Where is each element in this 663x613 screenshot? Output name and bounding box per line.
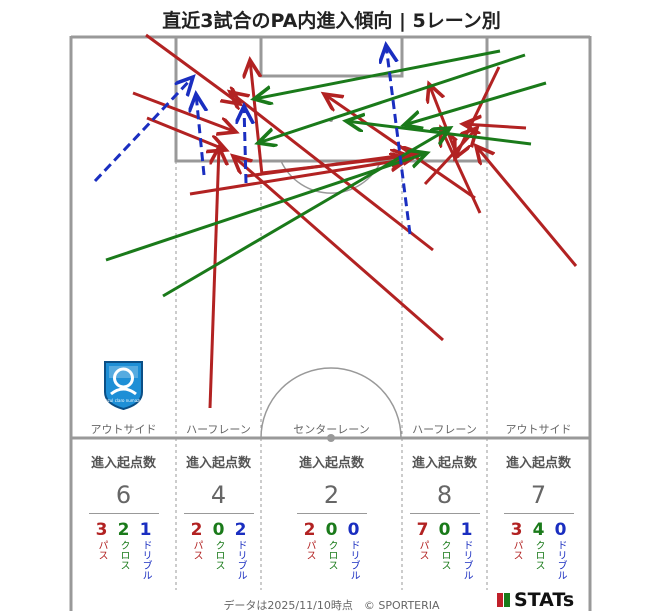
svg-text:azul claro numazu: azul claro numazu (105, 398, 142, 403)
brand-mark-icon (497, 593, 503, 607)
stats-header: 進入起点数 (505, 456, 571, 471)
pass-arrow (208, 147, 219, 409)
lane-stats-outside-left: 進入起点数 6 3 パス 2 クロス 1 ドリブル (71, 452, 176, 580)
brand-name: STATs (514, 589, 575, 611)
breakdown: 2 パス 0 クロス 0 ドリブル (261, 520, 402, 580)
pass-arrow (230, 92, 434, 252)
divider (503, 513, 574, 514)
breakdown: 3 パス 2 クロス 1 ドリブル (71, 520, 176, 580)
pass-arrow (463, 124, 527, 128)
cross-arrow (254, 49, 501, 99)
data-credit: データは2025/11/10時点 © SPORTERIA (223, 599, 440, 612)
stats-header: 進入起点数 (411, 456, 477, 471)
cross-count: 0 (438, 520, 451, 540)
stats-header: 進入起点数 (90, 456, 156, 471)
lane-stats-center: 進入起点数 2 2 パス 0 クロス 0 ドリブル (261, 452, 402, 580)
brand-logo: STATs (497, 589, 574, 611)
dribble-arrows (93, 45, 412, 235)
cross-arrow (258, 53, 526, 143)
pass-count: 3 (95, 520, 108, 540)
lane-stats-halfspace-right: 進入起点数 8 7 パス 0 クロス 1 ドリブル (402, 452, 487, 580)
pass-label: パス (511, 540, 522, 560)
dribble-count: 1 (460, 520, 473, 540)
dribble-label: ドリブル (140, 540, 151, 580)
dribble-label: ドリブル (461, 540, 472, 580)
pass-arrow (441, 128, 482, 214)
dribble-label: ドリブル (555, 540, 566, 580)
cross-label: クロス (326, 540, 337, 570)
cross-arrows (105, 49, 547, 298)
pass-arrow (145, 33, 240, 104)
pass-arrow (246, 153, 420, 178)
dribble-count: 1 (139, 520, 152, 540)
cross-label: クロス (439, 540, 450, 570)
cross-arrow (346, 121, 532, 146)
cross-label: クロス (118, 540, 129, 570)
pass-label: パス (417, 540, 428, 560)
cross-arrow (404, 81, 547, 125)
lane-stats-halfspace-left: 進入起点数 4 2 パス 0 クロス 2 ドリブル (176, 452, 261, 580)
pass-arrow (476, 146, 578, 267)
pass-count: 2 (303, 520, 316, 540)
dribble-count: 0 (554, 520, 567, 540)
entry-total: 4 (210, 481, 227, 509)
breakdown: 3 パス 4 クロス 0 ドリブル (487, 520, 590, 580)
pass-arrows (132, 33, 578, 409)
divider (88, 513, 159, 514)
cross-count: 0 (325, 520, 338, 540)
dribble-arrow (386, 45, 412, 235)
dribble-label: ドリブル (235, 540, 246, 580)
pass-label: パス (304, 540, 315, 560)
divider (183, 513, 254, 514)
divider (296, 513, 367, 514)
dribble-count: 0 (347, 520, 360, 540)
cross-count: 0 (212, 520, 225, 540)
dribble-label: ドリブル (348, 540, 359, 580)
dribble-count: 2 (234, 520, 247, 540)
lane-name-outside-left: アウトサイド (90, 423, 157, 436)
dribble-arrow (196, 94, 204, 176)
entry-total: 7 (530, 481, 547, 509)
pass-label: パス (191, 540, 202, 560)
stats-header: 進入起点数 (298, 456, 364, 471)
cross-arrow (162, 128, 450, 298)
stats-header: 進入起点数 (185, 456, 251, 471)
divider (409, 513, 480, 514)
pass-arrow (132, 91, 236, 132)
pass-arrow (429, 84, 460, 159)
pass-arrow (189, 159, 408, 196)
dribble-arrow (244, 106, 246, 184)
cross-arrow (105, 153, 427, 262)
lane-name-center: センターレーン (293, 423, 370, 436)
lane-dividers (175, 161, 488, 590)
pass-count: 7 (416, 520, 429, 540)
pass-arrow (250, 60, 264, 176)
lane-stats-outside-right: 進入起点数 7 3 パス 4 クロス 0 ドリブル (487, 452, 590, 580)
lane-name-halfspace-left: ハーフレーン (186, 423, 251, 436)
entry-total: 6 (115, 481, 132, 509)
entry-total: 2 (323, 481, 340, 509)
cross-count: 4 (532, 520, 545, 540)
pass-count: 3 (510, 520, 523, 540)
cross-label: クロス (213, 540, 224, 570)
pass-label: パス (96, 540, 107, 560)
page-title: 直近3試合のPA内進入傾向 | 5レーン別 (162, 10, 501, 32)
pass-arrow (233, 156, 444, 342)
cross-label: クロス (533, 540, 544, 570)
pass-count: 2 (190, 520, 203, 540)
cross-count: 2 (117, 520, 130, 540)
breakdown: 7 パス 0 クロス 1 ドリブル (402, 520, 487, 580)
brand-mark-icon (504, 593, 510, 607)
entry-total: 8 (436, 481, 453, 509)
dribble-arrow (93, 77, 193, 183)
center-spot (327, 434, 335, 442)
breakdown: 2 パス 0 クロス 2 ドリブル (176, 520, 261, 580)
lane-name-halfspace-right: ハーフレーン (412, 423, 477, 436)
lane-name-outside-right: アウトサイド (505, 423, 572, 436)
club-logo: azul claro numazu (104, 361, 143, 410)
